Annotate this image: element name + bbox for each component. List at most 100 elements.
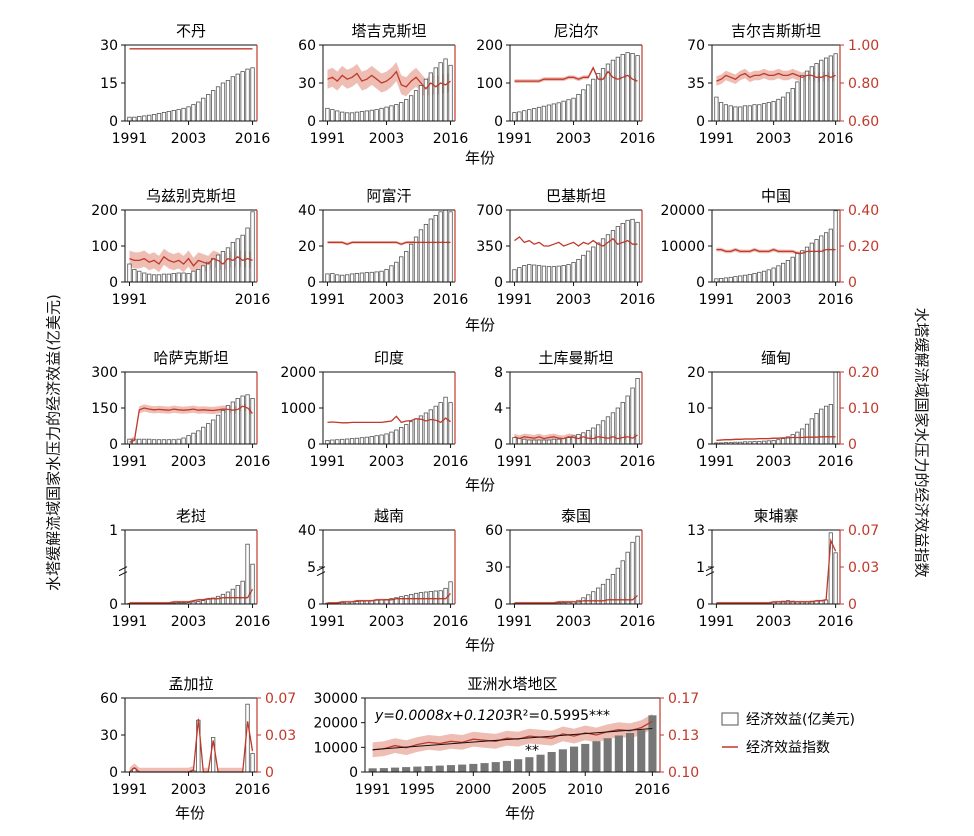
ytick-label: 700 <box>476 203 503 219</box>
bar-1995 <box>344 438 350 445</box>
bar-1993 <box>723 277 729 283</box>
bar-2007 <box>591 246 596 283</box>
bar-2006 <box>536 754 545 772</box>
x-axis-title: 年份 <box>175 804 205 822</box>
bar-2013 <box>819 235 824 283</box>
panel-title: 乌兹别克斯坦 <box>146 187 236 205</box>
bar-2006 <box>201 600 206 605</box>
bar-2015 <box>630 387 635 445</box>
bar-2012 <box>603 738 612 772</box>
bar-2012 <box>428 72 434 122</box>
bar-1996 <box>424 766 433 772</box>
xtick-label: 1991 <box>699 292 735 308</box>
rtick-label: 0.40 <box>848 203 879 219</box>
bar-2006 <box>785 259 791 283</box>
x-axis-title: 年份 <box>465 636 495 654</box>
bar-2014 <box>625 52 630 122</box>
bar-2014 <box>438 62 443 122</box>
panel-2: 塔吉克斯坦 0 30 60 1991 2003 2016 <box>298 22 468 147</box>
bar-2001 <box>176 438 181 445</box>
bar-1999 <box>551 438 556 445</box>
bar-2013 <box>235 238 240 283</box>
bar-2004 <box>389 431 394 445</box>
bar-1995 <box>146 438 152 445</box>
bar-2013 <box>433 590 438 605</box>
bar-2000 <box>556 102 561 122</box>
x-axis-title: 年份 <box>465 476 495 494</box>
ytick-label: 8 <box>494 365 503 381</box>
bar-1997 <box>541 439 547 445</box>
bar-1994 <box>142 115 147 122</box>
axis-break <box>118 566 128 577</box>
ytick-label: 350 <box>476 239 503 255</box>
bar-1997 <box>354 437 360 445</box>
bar-2008 <box>596 73 601 122</box>
bar-2015 <box>443 58 448 122</box>
xtick-label: 1991 <box>497 614 533 630</box>
bar-1993 <box>522 438 527 445</box>
bar-1999 <box>166 111 172 122</box>
xtick-label: 1991 <box>112 454 148 470</box>
xtick-label: 2016 <box>433 614 469 630</box>
rtick-label: 0 <box>265 765 274 781</box>
bar-2012 <box>615 567 620 605</box>
index-line <box>327 241 451 245</box>
bar-2012 <box>230 401 236 445</box>
panel-7: 巴基斯坦 0 350 700 1991 2003 2016 <box>476 187 655 308</box>
panel-title: 泰国 <box>561 507 591 525</box>
bar-1998 <box>359 111 365 122</box>
xtick-label: 2003 <box>556 131 592 147</box>
bar-2012 <box>230 76 236 122</box>
index-line <box>514 434 638 440</box>
bar-1993 <box>335 274 340 283</box>
bar-2012 <box>814 412 819 445</box>
ytick-label: 0 <box>109 437 118 453</box>
bar-2008 <box>596 242 601 283</box>
bar-1992 <box>719 277 724 283</box>
bar-2015 <box>245 394 250 445</box>
bar-1994 <box>340 274 345 283</box>
ytick-label: 0 <box>109 597 118 613</box>
bar-2001 <box>561 100 566 122</box>
bar-2005 <box>196 430 201 445</box>
xtick-label: 2016 <box>235 614 271 630</box>
bar-1992 <box>517 267 522 283</box>
ytick-label: 0 <box>109 114 118 130</box>
bar-1997 <box>354 111 360 122</box>
bar-1996 <box>151 274 157 283</box>
rtick-label: 0.80 <box>848 76 879 92</box>
xtick-label: 2016 <box>433 292 469 308</box>
bar-1991 <box>325 273 330 283</box>
xtick-label: 2016 <box>235 131 271 147</box>
bar-2003 <box>771 101 776 122</box>
bar-2007 <box>790 434 795 445</box>
bar-2002 <box>566 264 571 283</box>
bar-2004 <box>776 265 781 283</box>
bar-2003 <box>186 106 191 122</box>
bar-2016 <box>448 211 453 283</box>
fit-line <box>372 728 653 751</box>
bar-1999 <box>458 764 467 772</box>
panel-title: 土库曼斯坦 <box>538 349 613 367</box>
bar-1999 <box>551 103 556 122</box>
bar-1997 <box>742 274 748 283</box>
bar-2016 <box>448 64 453 122</box>
ytick-label: 20 <box>298 239 316 255</box>
index-line <box>327 592 451 604</box>
bar-1999 <box>364 110 370 122</box>
bar-1991 <box>714 96 719 122</box>
ytick-label: 13 <box>687 523 705 539</box>
xtick-label: 1991 <box>497 131 533 147</box>
ytick-label: 40 <box>298 203 316 219</box>
panel-title: 越南 <box>374 507 404 525</box>
ytick-label: 200 <box>476 38 503 54</box>
xtick-label: 2005 <box>511 782 547 798</box>
bar-1991 <box>325 107 330 122</box>
rtick-label: 0.10 <box>848 401 879 417</box>
bar-2016 <box>250 397 255 445</box>
bar-2002 <box>766 269 771 283</box>
bar-1992 <box>330 273 335 283</box>
panel-15: 泰国 0 30 60 1991 2003 2016 <box>485 507 655 630</box>
bar-2011 <box>423 591 429 605</box>
